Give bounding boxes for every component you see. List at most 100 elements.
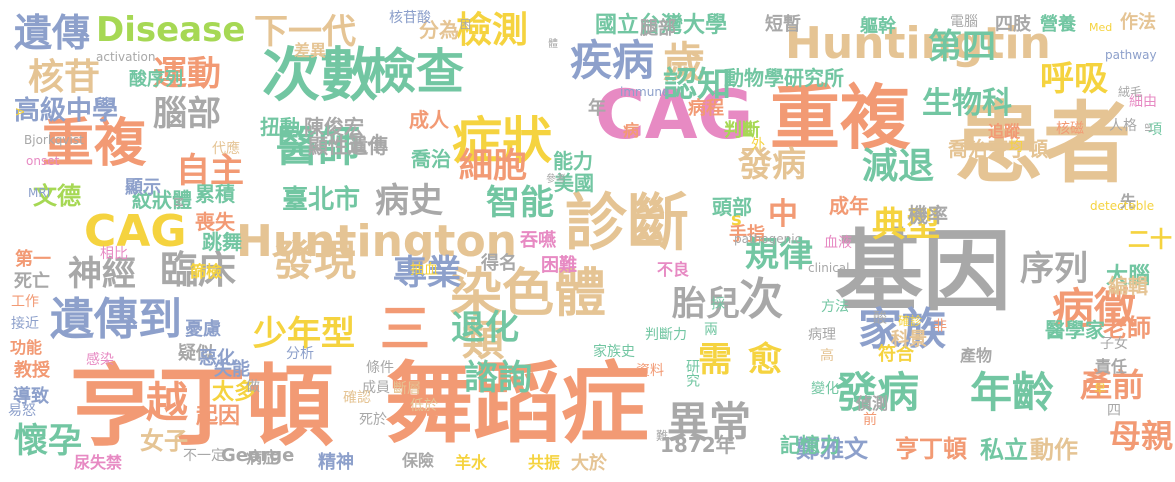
cloud-word: 四肢 [995,14,1031,35]
cloud-word: 難 [656,429,669,443]
cloud-word: 確診 [898,314,923,328]
cloud-word: 家族史 [593,344,635,360]
cloud-word: 成年 [829,194,869,218]
cloud-word: 核苷 [28,57,101,98]
cloud-word: 異常 [667,398,752,447]
cloud-word: 責任 [1095,357,1128,376]
cloud-word: 病史 [375,181,443,221]
cloud-word: 早 [1094,382,1107,396]
cloud-word: 病症 [246,448,279,467]
cloud-word: 太多 [212,380,257,405]
cloud-word: 退化 [451,308,519,348]
cloud-word: 高級中學 [14,96,119,126]
cloud-word: 發病 [835,368,920,417]
cloud-word: s [731,209,742,230]
cloud-word: 困難 [541,255,577,276]
cloud-word: 電腦 [950,14,978,30]
cloud-word: 病程 [688,98,724,119]
cloud-word: 國立台灣大學 [595,13,728,38]
cloud-word: 斷層 [393,381,421,397]
cloud-word: 諮詢 [464,358,532,398]
cloud-word: 篩檢 [190,262,223,281]
cloud-word: 舞蹈症 [385,352,650,455]
cloud-word: 醫學家 [1045,318,1105,342]
cloud-word: 喬治 [411,147,451,171]
cloud-word: 判斷 [724,120,760,141]
cloud-word: 人格 [1109,118,1137,134]
cloud-word: 細胞 [459,146,527,186]
cloud-word: 顯性遺傳 [308,134,388,158]
cloud-word: 陳俊宏 [304,115,364,139]
cloud-word: 軀幹 [860,16,896,37]
cloud-word: 尿失禁 [74,453,123,472]
cloud-word: 低於 [410,398,438,414]
cloud-word: 確認 [343,390,371,406]
cloud-word: clinical [808,261,850,275]
cloud-word: 大於 [571,453,607,474]
cloud-word: 重複 [42,114,147,174]
cloud-word: 次 [739,274,783,325]
cloud-word: CAG [595,76,754,155]
cloud-word: 項 [1148,122,1162,138]
cloud-word: 死亡 [14,271,50,292]
cloud-word: 偵測 [856,394,889,413]
cloud-word: 方法 [821,299,849,315]
cloud-word: 動物學研究所 [724,66,844,90]
cloud-word: 接近 [11,316,39,332]
cloud-word: 亨丁頓 [895,435,967,463]
cloud-word: 中 [768,197,798,232]
cloud-word: 年 [588,98,606,119]
cloud-word: 教授 [14,360,50,381]
cloud-word: 兩 [704,322,718,338]
cloud-word: 下一代 [254,12,356,52]
cloud-word: 變化 [811,381,839,397]
cloud-word: 失能 [214,359,250,380]
cloud-word: 憂慮 [185,319,221,340]
cloud-word: 體 [548,39,558,50]
cloud-word: 差異 [294,41,327,60]
cloud-word: 共振 [528,453,561,472]
cloud-word: 喪失 [195,210,235,234]
cloud-word: 疑似 [178,343,214,364]
cloud-word: 非 [931,318,947,332]
cloud-word: 高 [820,348,834,364]
cloud-word: Bjorkqvist [24,133,84,147]
cloud-word: 條件 [366,360,394,376]
cloud-word: Med [1089,21,1113,34]
cloud-word: 懷孕 [14,421,82,461]
cloud-word: 臨床 [160,248,237,292]
cloud-word: 追蹤 [988,122,1021,141]
cloud-word: 序列 [1020,249,1088,289]
cloud-word: 羊水 [455,453,488,472]
cloud-word: 呼吸 [1040,59,1108,99]
cloud-word: 二十 [1128,228,1173,253]
cloud-word: 第一 [15,249,51,270]
cloud-word: 症狀 [452,112,552,170]
cloud-word: 類 [462,316,505,365]
cloud-word: 動作 [1030,436,1078,464]
cloud-word: MRI [28,186,51,200]
cloud-word: detectable [1090,199,1155,213]
cloud-word: 胎兒 [672,284,740,324]
cloud-word: 遺傳 [14,11,91,55]
cloud-word: 規律 [745,235,813,275]
cloud-word: 自主 [176,151,244,191]
cloud-word: 功能 [10,338,43,357]
cloud-word: 資料 [636,363,664,379]
cloud-word: 成人 [409,108,449,132]
cloud-word: George [221,445,295,466]
cloud-word: 絨毛 [1118,85,1143,99]
cloud-word: 工作 [11,294,39,310]
cloud-word: 不一定 [183,448,225,464]
cloud-word: 扭動 [260,115,300,139]
cloud-word: 子女 [1100,336,1128,352]
cloud-word: 產物 [960,346,993,365]
cloud-word: 產前 [1080,366,1145,404]
cloud-word: 喬治亨丁頓 [948,137,1048,161]
cloud-word: 精神 [318,452,354,473]
cloud-word: 手指 [729,224,765,245]
cloud-word: 核苷酸 [389,10,431,26]
cloud-word: 越 [146,378,189,427]
cloud-word: 染色體 [450,264,607,324]
cloud-word: 家族 [858,304,946,355]
